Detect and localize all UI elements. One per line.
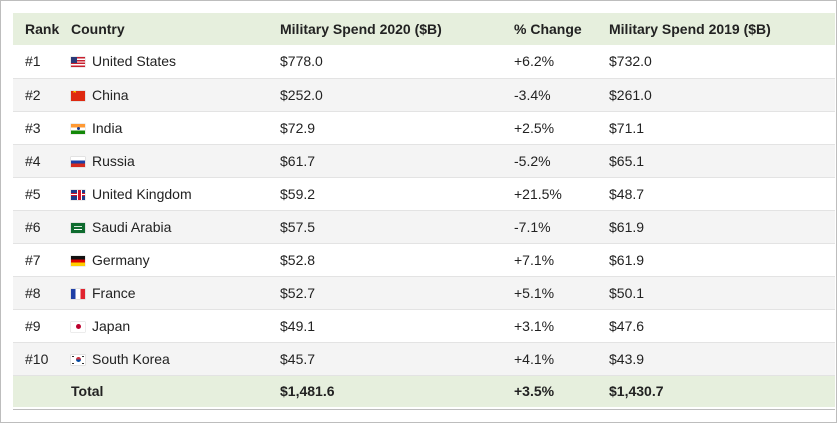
table-row: #6 Saudi Arabia $57.5 -7.1% $61.9: [13, 210, 835, 243]
total-spend-2020: $1,481.6: [280, 383, 335, 400]
header-country[interactable]: Country: [71, 21, 125, 37]
spend-2020-cell: $52.7: [280, 284, 316, 301]
header-spend-2020[interactable]: Military Spend 2020 ($B): [280, 21, 442, 37]
country-cell: China: [71, 78, 280, 111]
spend-2019-cell: $61.9: [609, 251, 645, 268]
country-cell: Japan: [71, 309, 280, 342]
change-cell: -7.1%: [514, 218, 551, 235]
rank-cell: #6: [25, 218, 41, 235]
rank-cell: #10: [25, 350, 49, 367]
spend-2020-cell: $52.8: [280, 251, 316, 268]
table-row: #3 India $72.9 +2.5% $71.1: [13, 111, 835, 144]
country-name: China: [92, 86, 129, 103]
country-cell: Saudi Arabia: [71, 210, 280, 243]
header-change[interactable]: % Change: [514, 21, 582, 37]
spend-2020-cell: $72.9: [280, 119, 316, 136]
spend-2020-cell: $49.1: [280, 317, 316, 334]
spend-2019-cell: $48.7: [609, 185, 645, 202]
china-flag-icon: [71, 90, 85, 101]
country-cell: Russia: [71, 144, 280, 177]
country-cell: Germany: [71, 243, 280, 276]
change-cell: -3.4%: [514, 86, 551, 103]
header-rank[interactable]: Rank: [25, 21, 60, 37]
country-name: Saudi Arabia: [92, 218, 172, 235]
south-korea-flag-icon: [71, 354, 85, 365]
france-flag-icon: [71, 288, 85, 299]
rank-cell: #9: [25, 317, 41, 334]
change-cell: +6.2%: [514, 53, 555, 70]
spend-2019-cell: $71.1: [609, 119, 645, 136]
saudi-arabia-flag-icon: [71, 222, 85, 233]
table-row: #5 United Kingdom $59.2 +21.5% $48.7: [13, 177, 835, 210]
spend-2020-cell: $59.2: [280, 185, 316, 202]
spend-2019-cell: $50.1: [609, 284, 645, 301]
rank-cell: #7: [25, 251, 41, 268]
india-flag-icon: [71, 123, 85, 134]
total-label: Total: [71, 383, 104, 400]
spend-2019-cell: $261.0: [609, 86, 652, 103]
spend-2019-cell: $47.6: [609, 317, 645, 334]
country-name: South Korea: [92, 350, 170, 367]
military-spend-table: Rank Country Military Spend 2020 ($B) % …: [13, 13, 835, 407]
change-cell: +4.1%: [514, 350, 555, 367]
table-row: #7 Germany $52.8 +7.1% $61.9: [13, 243, 835, 276]
country-cell: South Korea: [71, 342, 280, 375]
country-name: Japan: [92, 317, 131, 334]
total-change: +3.5%: [514, 383, 555, 400]
country-name: India: [92, 119, 123, 136]
germany-flag-icon: [71, 255, 85, 266]
country-name: United Kingdom: [92, 185, 192, 202]
rank-cell: #3: [25, 119, 41, 136]
table-row: #9 Japan $49.1 +3.1% $47.6: [13, 309, 835, 342]
spend-2020-cell: $252.0: [280, 86, 323, 103]
uk-flag-icon: [71, 189, 85, 200]
spend-2019-cell: $732.0: [609, 53, 652, 70]
table-container: Rank Country Military Spend 2020 ($B) % …: [13, 13, 835, 410]
japan-flag-icon: [71, 321, 85, 332]
country-cell: United Kingdom: [71, 177, 280, 210]
rank-cell: #5: [25, 185, 41, 202]
spend-2019-cell: $43.9: [609, 350, 645, 367]
spend-2020-cell: $61.7: [280, 152, 316, 169]
rank-cell: #2: [25, 86, 41, 103]
rank-cell: #8: [25, 284, 41, 301]
rank-cell: #4: [25, 152, 41, 169]
header-spend-2019[interactable]: Military Spend 2019 ($B): [609, 21, 771, 37]
spend-2019-cell: $61.9: [609, 218, 645, 235]
rank-cell: #1: [25, 53, 41, 70]
table-row: #2 China $252.0 -3.4% $261.0: [13, 78, 835, 111]
change-cell: -5.2%: [514, 152, 551, 169]
country-cell: France: [71, 276, 280, 309]
country-cell: United States: [71, 45, 280, 78]
country-name: Russia: [92, 152, 135, 169]
change-cell: +7.1%: [514, 251, 555, 268]
change-cell: +3.1%: [514, 317, 555, 334]
country-name: Germany: [92, 251, 150, 268]
spend-2019-cell: $65.1: [609, 152, 645, 169]
spend-2020-cell: $45.7: [280, 350, 316, 367]
country-cell: India: [71, 111, 280, 144]
spend-2020-cell: $57.5: [280, 218, 316, 235]
spend-2020-cell: $778.0: [280, 53, 323, 70]
table-row: #10 South Korea $45.7 +4.1% $43.9: [13, 342, 835, 375]
table-row: #4 Russia $61.7 -5.2% $65.1: [13, 144, 835, 177]
russia-flag-icon: [71, 156, 85, 167]
table-row: #8 France $52.7 +5.1% $50.1: [13, 276, 835, 309]
total-rank-cell: [13, 375, 71, 407]
country-name: France: [92, 284, 136, 301]
change-cell: +5.1%: [514, 284, 555, 301]
change-cell: +2.5%: [514, 119, 555, 136]
us-flag-icon: [71, 57, 85, 68]
table-row: #1 United States $778.0 +6.2% $732.0: [13, 45, 835, 78]
total-row: Total $1,481.6 +3.5% $1,430.7: [13, 375, 835, 407]
change-cell: +21.5%: [514, 185, 562, 202]
country-name: United States: [92, 53, 177, 70]
total-spend-2019: $1,430.7: [609, 383, 664, 400]
table-header-row: Rank Country Military Spend 2020 ($B) % …: [13, 13, 835, 45]
